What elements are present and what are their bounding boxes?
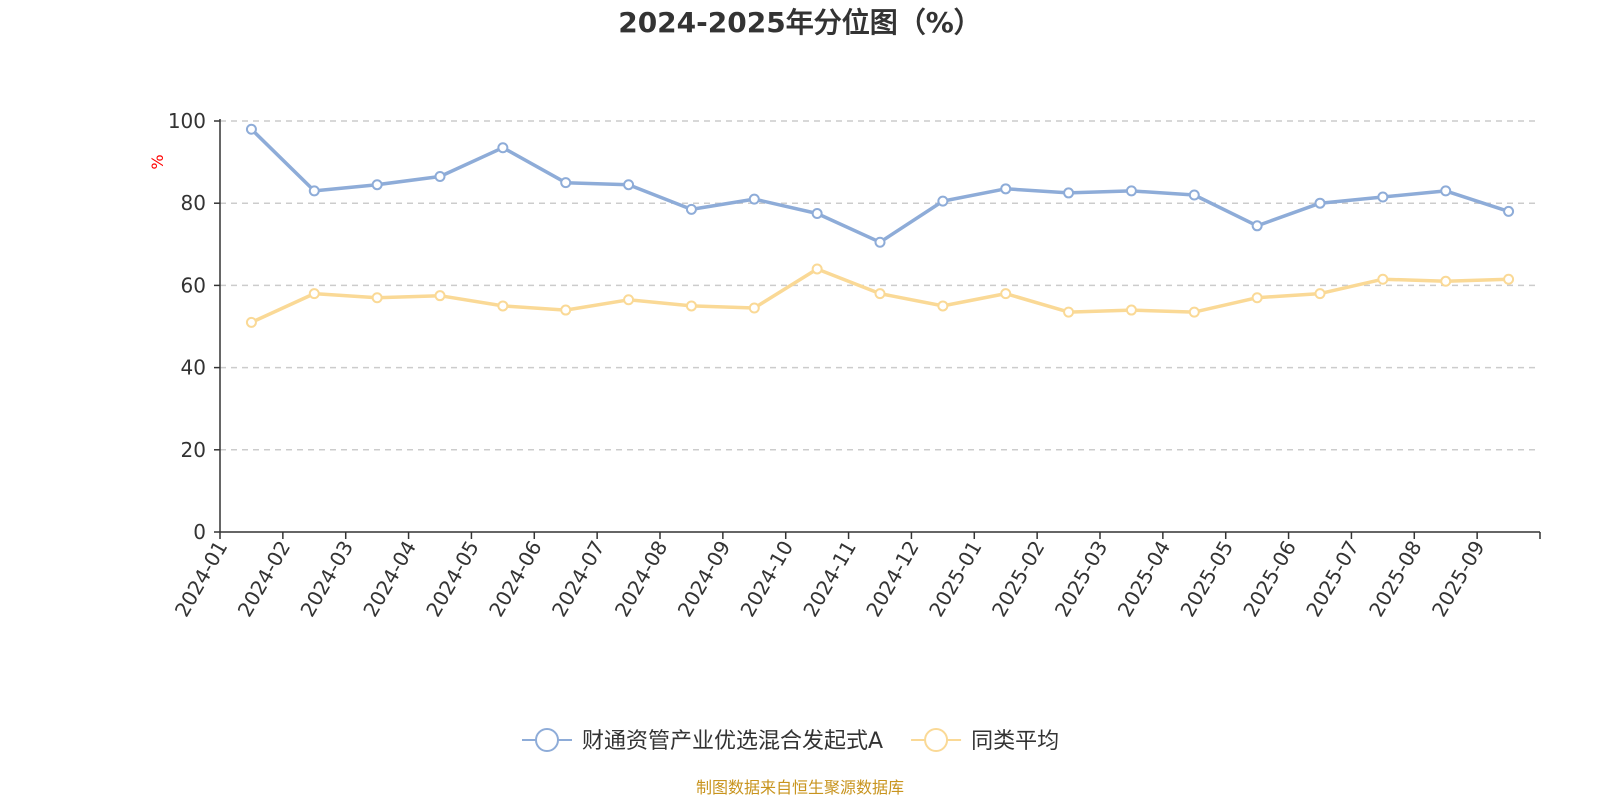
- data-point[interactable]: [1000, 183, 1012, 195]
- data-point[interactable]: [1314, 288, 1326, 300]
- data-point[interactable]: [1503, 273, 1515, 285]
- x-tick-label: 2024-04: [358, 537, 421, 621]
- series-line-0: [249, 127, 1511, 244]
- series-0: [245, 123, 1515, 248]
- y-tick-label: 40: [181, 356, 206, 380]
- x-tick-label: 2024-03: [295, 537, 358, 621]
- x-tick-label: 2025-08: [1364, 537, 1427, 621]
- x-tick-label: 2024-11: [798, 537, 861, 621]
- data-point[interactable]: [434, 290, 446, 302]
- data-point[interactable]: [874, 236, 886, 248]
- data-point[interactable]: [308, 185, 320, 197]
- chart-title: 2024-2025年分位图（%）: [618, 6, 982, 39]
- data-point[interactable]: [937, 195, 949, 207]
- data-point[interactable]: [560, 177, 572, 189]
- x-tick-label: 2025-07: [1301, 537, 1364, 621]
- data-point[interactable]: [497, 142, 509, 154]
- data-point[interactable]: [1314, 197, 1326, 209]
- data-point[interactable]: [685, 300, 697, 312]
- y-tick-label: 20: [181, 438, 206, 462]
- data-point[interactable]: [308, 288, 320, 300]
- data-point[interactable]: [748, 302, 760, 314]
- x-tick-label: 2025-03: [1050, 537, 1113, 621]
- data-point[interactable]: [748, 193, 760, 205]
- data-point[interactable]: [937, 300, 949, 312]
- y-tick-label: 100: [168, 109, 206, 133]
- data-point[interactable]: [874, 288, 886, 300]
- data-point[interactable]: [1188, 306, 1200, 318]
- data-point[interactable]: [371, 179, 383, 191]
- data-point[interactable]: [811, 207, 823, 219]
- x-tick-label: 2025-02: [987, 537, 1050, 621]
- data-point[interactable]: [685, 203, 697, 215]
- x-tick-label: 2024-05: [421, 537, 484, 621]
- legend-circle-icon: [535, 728, 559, 752]
- legend[interactable]: 财通资管产业优选混合发起式A 同类平均: [522, 728, 1059, 754]
- x-tick-label: 2025-04: [1113, 537, 1176, 621]
- source-note: 制图数据来自恒生聚源数据库: [696, 778, 904, 797]
- data-point[interactable]: [1503, 205, 1515, 217]
- data-point[interactable]: [245, 123, 257, 135]
- x-tick-label: 2024-02: [233, 537, 296, 621]
- data-point[interactable]: [1000, 288, 1012, 300]
- legend-label: 同类平均: [971, 729, 1059, 754]
- series-layer: [245, 123, 1515, 328]
- data-point[interactable]: [1251, 220, 1263, 232]
- data-point[interactable]: [1251, 292, 1263, 304]
- x-tick-label: 2024-09: [673, 537, 736, 621]
- x-tick-label: 2024-12: [861, 537, 924, 621]
- data-point[interactable]: [560, 304, 572, 316]
- x-tick-label: 2025-01: [924, 537, 987, 621]
- y-axis-label: %: [148, 154, 167, 169]
- series-1: [245, 263, 1515, 328]
- y-tick-label: 80: [181, 191, 206, 215]
- data-point[interactable]: [1440, 185, 1452, 197]
- data-point[interactable]: [245, 316, 257, 328]
- legend-label: 财通资管产业优选混合发起式A: [582, 729, 883, 754]
- data-point[interactable]: [497, 300, 509, 312]
- legend-item-0[interactable]: 财通资管产业优选混合发起式A: [522, 728, 883, 754]
- x-tick-label: 2024-10: [735, 537, 798, 621]
- data-point[interactable]: [1188, 189, 1200, 201]
- data-point[interactable]: [1063, 306, 1075, 318]
- data-point[interactable]: [1377, 191, 1389, 203]
- data-point[interactable]: [1125, 304, 1137, 316]
- x-tick-label: 2024-08: [610, 537, 673, 621]
- legend-circle-icon: [924, 728, 949, 752]
- data-point[interactable]: [623, 179, 635, 191]
- x-tick-label: 2024-06: [484, 537, 547, 621]
- data-point[interactable]: [1440, 275, 1452, 287]
- x-tick-label: 2025-09: [1427, 537, 1490, 621]
- legend-item-1[interactable]: 同类平均: [911, 728, 1059, 754]
- data-point[interactable]: [1377, 273, 1389, 285]
- grid-layer: [220, 120, 1540, 451]
- x-tick-label: 2024-01: [170, 537, 233, 621]
- data-point[interactable]: [811, 263, 823, 275]
- data-point[interactable]: [434, 170, 446, 182]
- x-tick-label: 2024-07: [547, 537, 610, 621]
- data-point[interactable]: [1063, 187, 1075, 199]
- x-tick-label: 2025-06: [1238, 537, 1301, 621]
- y-tick-label: 0: [193, 520, 206, 544]
- x-tick-label: 2025-05: [1175, 537, 1238, 621]
- y-tick-label: 60: [181, 273, 206, 297]
- data-point[interactable]: [623, 294, 635, 306]
- data-point[interactable]: [1125, 185, 1137, 197]
- data-point[interactable]: [371, 292, 383, 304]
